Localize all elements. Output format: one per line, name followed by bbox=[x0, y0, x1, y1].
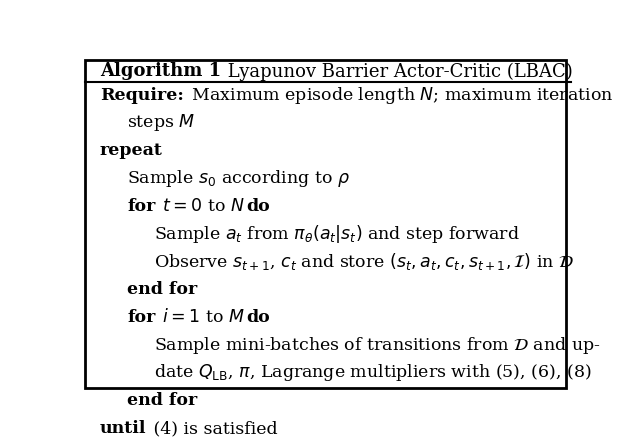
Text: (4) is satisfied: (4) is satisfied bbox=[148, 420, 278, 437]
Text: Sample $a_t$ from $\pi_\theta(a_t|s_t)$ and step forward: Sample $a_t$ from $\pi_\theta(a_t|s_t)$ … bbox=[154, 223, 520, 245]
Text: for: for bbox=[127, 198, 156, 215]
Text: for: for bbox=[127, 309, 156, 326]
Text: $i = 1$ to $M$: $i = 1$ to $M$ bbox=[157, 308, 246, 326]
Text: end for: end for bbox=[127, 281, 197, 298]
Text: date $Q_{\mathrm{LB}}$, $\pi$, Lagrange multipliers with (5), (6), (8): date $Q_{\mathrm{LB}}$, $\pi$, Lagrange … bbox=[154, 363, 592, 384]
Text: Require:: Require: bbox=[100, 87, 184, 104]
Text: repeat: repeat bbox=[100, 142, 163, 159]
Text: Lyapunov Barrier Actor-Critic (LBAC): Lyapunov Barrier Actor-Critic (LBAC) bbox=[223, 62, 573, 81]
Text: Sample $s_0$ according to $\rho$: Sample $s_0$ according to $\rho$ bbox=[127, 168, 350, 189]
Text: Sample mini-batches of transitions from $\mathcal{D}$ and up-: Sample mini-batches of transitions from … bbox=[154, 335, 601, 356]
FancyBboxPatch shape bbox=[85, 59, 566, 388]
Text: end for: end for bbox=[127, 392, 197, 409]
Text: Algorithm 1: Algorithm 1 bbox=[100, 62, 221, 81]
Text: steps $M$: steps $M$ bbox=[127, 113, 195, 133]
Text: Maximum episode length $N$; maximum iteration: Maximum episode length $N$; maximum iter… bbox=[186, 84, 613, 106]
Text: Observe $s_{t+1}$, $c_t$ and store $(s_t, a_t, c_t, s_{t+1}, \mathcal{I})$ in $\: Observe $s_{t+1}$, $c_t$ and store $(s_t… bbox=[154, 251, 575, 272]
Text: do: do bbox=[246, 309, 270, 326]
Text: $t = 0$ to $N$: $t = 0$ to $N$ bbox=[157, 198, 246, 215]
Text: do: do bbox=[246, 198, 270, 215]
Text: until: until bbox=[100, 420, 147, 437]
